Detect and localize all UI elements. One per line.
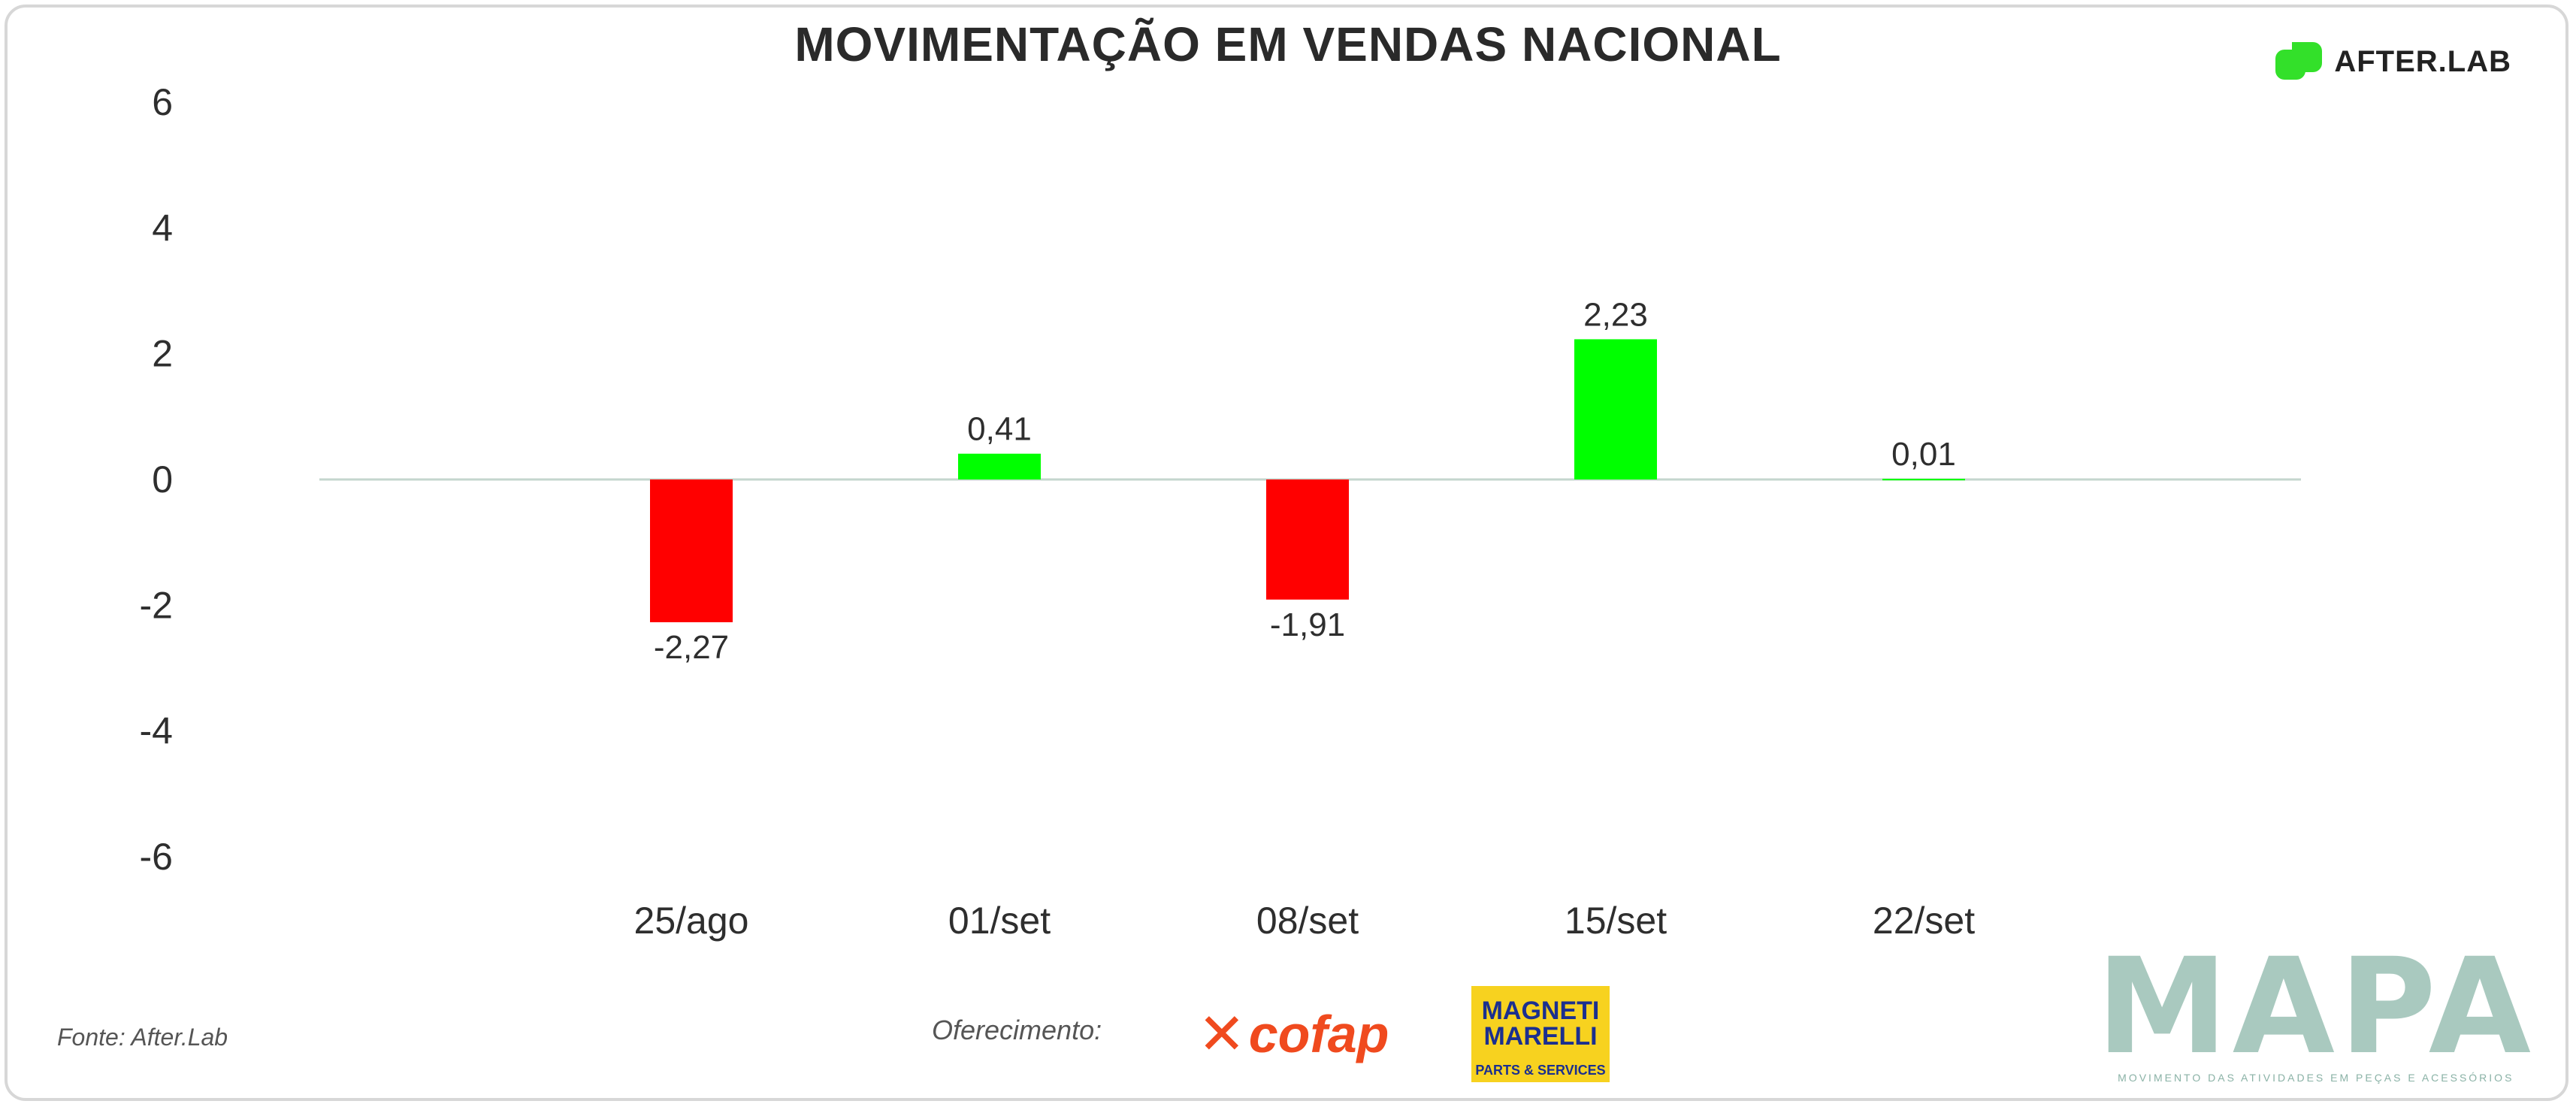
y-tick-label: 0 [152, 458, 173, 501]
y-tick-label: 4 [152, 207, 173, 249]
afterlab-logo-icon [2275, 42, 2324, 81]
afterlab-logo-text: AFTER.LAB [2334, 44, 2511, 78]
sponsor-label: Oferecimento: [932, 1015, 1102, 1045]
bar [1574, 339, 1657, 479]
cofap-x-icon: ✕ [1198, 1000, 1246, 1067]
magneti-logo-line2: MARELLI [1483, 1022, 1598, 1051]
magneti-logo-line3: PARTS & SERVICES [1475, 1063, 1606, 1078]
chart-frame [5, 5, 2568, 1101]
data-label: 0,41 [967, 411, 1032, 448]
mapa-logo-text: MAPA [2096, 930, 2535, 1084]
cofap-logo-text: cofap [1248, 1005, 1389, 1063]
y-tick-label: 6 [152, 81, 173, 123]
x-tick-label: 25/ago [634, 900, 749, 942]
data-label: 2,23 [1583, 296, 1648, 333]
bar [650, 479, 733, 622]
y-tick-label: -6 [140, 836, 173, 878]
x-tick-label: 08/set [1256, 900, 1359, 942]
y-tick-label: -2 [140, 584, 173, 626]
bar [1882, 479, 1965, 481]
data-label: -1,91 [1270, 606, 1345, 643]
bar-chart: 6 4 2 0 -2 -4 -6 -2,27 25/ago 0,41 01/set -1,91 08/s… [140, 81, 2301, 942]
source-note: Fonte: After.Lab [57, 1024, 228, 1051]
x-tick-label: 22/set [1873, 900, 1975, 942]
x-tick-label: 01/set [948, 900, 1051, 942]
data-label: -2,27 [654, 629, 729, 666]
y-tick-label: -4 [140, 710, 173, 752]
x-tick-label: 15/set [1565, 900, 1667, 942]
afterlab-logo: AFTER.LAB [2275, 42, 2511, 81]
data-label: 0,01 [1891, 436, 1956, 473]
mapa-logo-tagline: MOVIMENTO DAS ATIVIDADES EM PEÇAS E ACES… [2118, 1072, 2514, 1084]
bar [958, 453, 1041, 479]
chart-title: MOVIMENTAÇÃO EM VENDAS NACIONAL [794, 17, 1782, 71]
y-tick-label: 2 [152, 333, 173, 375]
magneti-logo-line1: MAGNETI [1481, 997, 1600, 1025]
cofap-logo: ✕ cofap [1198, 1006, 1389, 1063]
magneti-marelli-logo: MAGNETI MARELLI PARTS & SERVICES [1471, 986, 1610, 1082]
mapa-logo: MAPA MOVIMENTO DAS ATIVIDADES EM PEÇAS E… [2096, 930, 2535, 1084]
bar [1266, 479, 1349, 600]
